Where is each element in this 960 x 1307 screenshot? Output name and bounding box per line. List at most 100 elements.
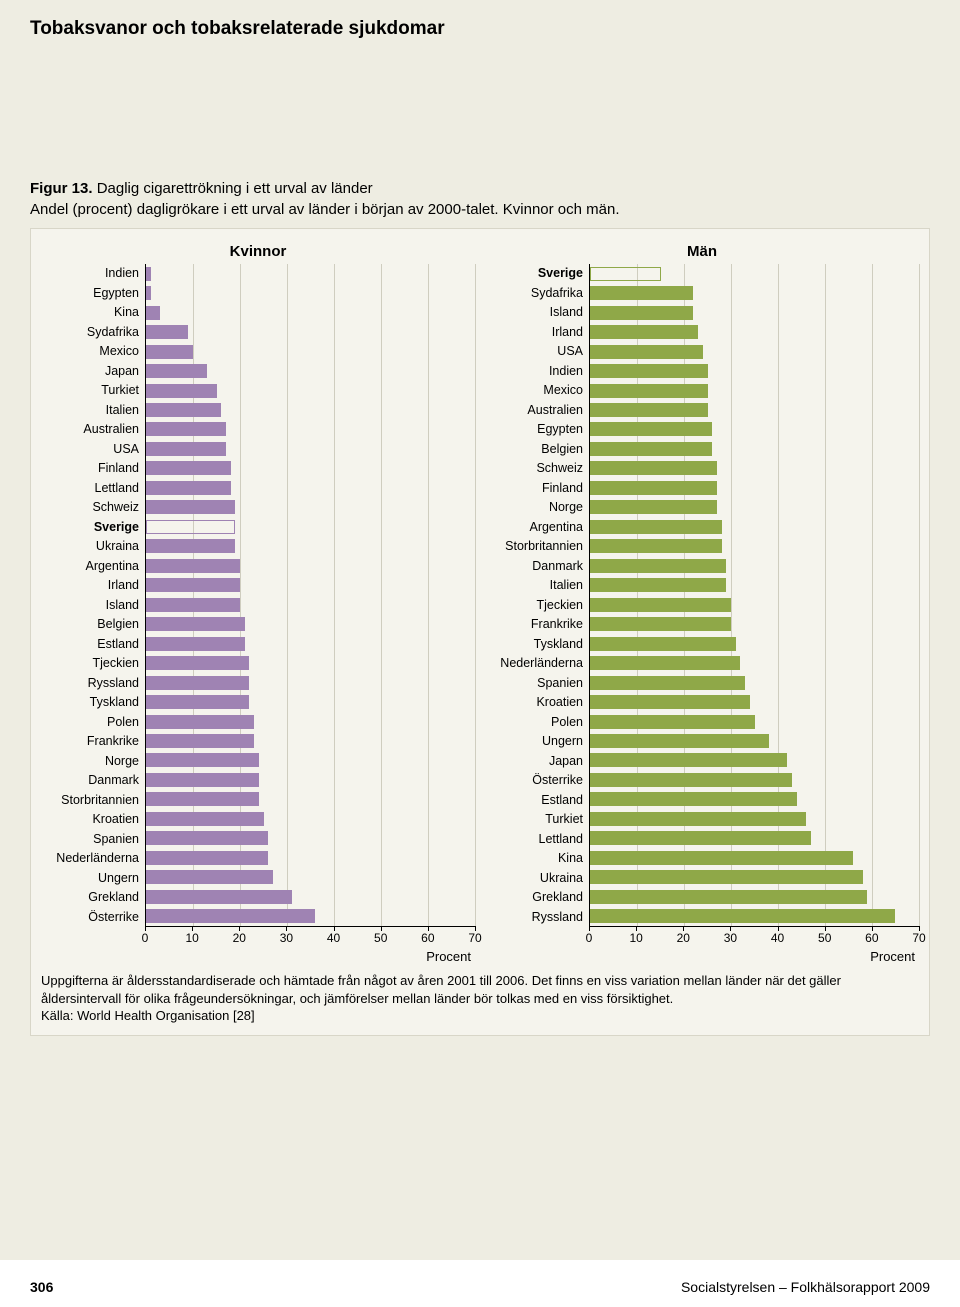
bar-label: USA [41,440,139,460]
bar [590,403,708,417]
bar-label: Italien [41,401,139,421]
bar-row [590,420,919,439]
bar-label: Norge [485,498,583,518]
bar [146,481,231,495]
bar [146,306,160,320]
bar [146,403,221,417]
bar [590,520,722,534]
bar-label: Kroatien [485,693,583,713]
bar [146,598,240,612]
bar-row [590,303,919,322]
bar-label: Mexico [41,342,139,362]
axis-tick: 30 [724,931,737,945]
bar-label: Sydafrika [485,284,583,304]
bar-label: Tjeckien [41,654,139,674]
bar-row [590,322,919,341]
bar [146,851,268,865]
bar-row [146,400,475,419]
bar-row [590,459,919,478]
axis-tick: 40 [771,931,784,945]
bar-row [146,498,475,517]
bar [590,870,863,884]
bar-label: Spanien [485,674,583,694]
bar [146,267,151,281]
bar-label: Italien [485,576,583,596]
bar [146,870,273,884]
bar-row [590,906,919,925]
note-text: Uppgifterna är åldersstandardiserade och… [41,973,841,1006]
bar-label: Argentina [485,518,583,538]
axis-tick: 60 [865,931,878,945]
bar-row [590,751,919,770]
bar-row [590,264,919,283]
bar-row [146,887,475,906]
bar-label: Frankrike [41,732,139,752]
bar-row [590,770,919,789]
note-source: Källa: World Health Organisation [28] [41,1008,255,1023]
bar [146,676,249,690]
bar [590,559,726,573]
bar-label: Kina [41,303,139,323]
plot-men [589,264,919,927]
bar-row [590,634,919,653]
bar [590,442,712,456]
bar-label: Japan [485,752,583,772]
bar-label: Ungern [485,732,583,752]
bar [146,384,217,398]
bar [590,715,755,729]
bar-label: Mexico [485,381,583,401]
bar-row [146,264,475,283]
bar-label: Tyskland [41,693,139,713]
bar [146,734,254,748]
axis-title-women: Procent [145,949,475,964]
bar [590,481,717,495]
bar-label: Nederländerna [41,849,139,869]
bar-row [590,478,919,497]
bar [590,656,740,670]
bar-row [590,829,919,848]
bar-row [146,809,475,828]
bar [146,831,268,845]
bar [146,909,315,923]
bar [590,812,806,826]
page-number: 306 [30,1279,53,1295]
bar-label: Island [41,596,139,616]
axis-tick: 30 [280,931,293,945]
bar-row [590,614,919,633]
bar-row [146,673,475,692]
bar-row [146,692,475,711]
bar [146,442,226,456]
bar [590,890,867,904]
bar [146,500,235,514]
bar-label: Turkiet [485,810,583,830]
bar-label: Australien [41,420,139,440]
axis-title-men: Procent [589,949,919,964]
footer: 306 Socialstyrelsen – Folkhälsorapport 2… [30,1279,930,1295]
axis-tick: 70 [468,931,481,945]
bar [590,422,712,436]
bar-row [590,556,919,575]
bar-row [146,439,475,458]
bar-label: Belgien [41,615,139,635]
bar-label: Storbritannien [41,791,139,811]
bar-label: Ukraina [41,537,139,557]
bar [146,773,259,787]
bar-label: Österrike [41,908,139,928]
bar-row [146,322,475,341]
bar [590,734,769,748]
bar-row [146,751,475,770]
bar-label: Grekland [485,888,583,908]
bar-label: Argentina [41,557,139,577]
bar [146,656,249,670]
bar-label: Lettland [41,479,139,499]
bar [146,539,235,553]
bar-label: Schweiz [485,459,583,479]
bar-row [590,595,919,614]
doc-title: Socialstyrelsen – Folkhälsorapport 2009 [681,1279,930,1295]
bar [590,695,750,709]
chart-heading-women: Kvinnor [41,243,475,260]
bar-label: Finland [485,479,583,499]
bar [590,851,853,865]
bar-row [590,361,919,380]
bar-row [590,731,919,750]
